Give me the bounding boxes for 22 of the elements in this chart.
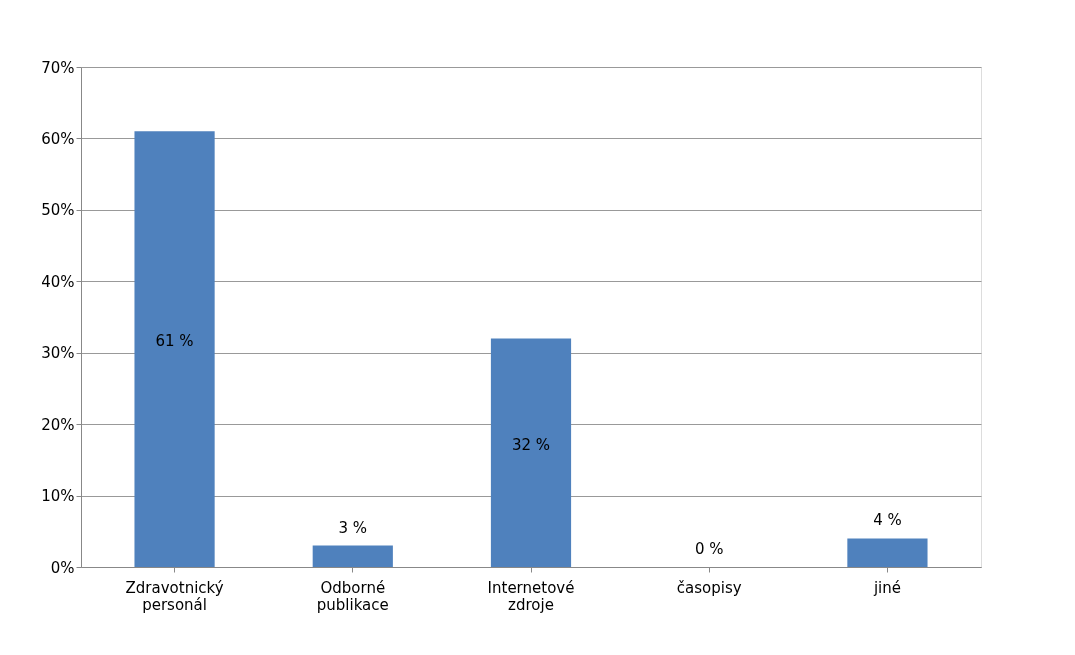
bar — [312, 545, 393, 567]
y-tick-label: 0% — [50, 558, 75, 577]
y-tick-label: 40% — [41, 272, 75, 291]
data-label: 61 % — [155, 332, 194, 351]
y-tick-label: 70% — [41, 58, 75, 77]
x-tick-label: jiné — [872, 578, 901, 597]
y-tick-label: 10% — [41, 487, 75, 506]
data-label: 4 % — [873, 511, 902, 530]
x-tick-label: Odborné publikace — [316, 578, 389, 614]
y-tick-label: 30% — [41, 344, 75, 363]
bar — [134, 131, 215, 567]
data-label: 0 % — [694, 540, 724, 558]
x-tick-label: Internetové zdroje — [487, 578, 575, 614]
y-tick-label: 60% — [41, 129, 75, 148]
bar — [847, 538, 928, 567]
data-label: 3 % — [338, 518, 368, 537]
x-tick-label: Zdravotnický personál — [125, 578, 224, 614]
x-tick-label: časopisy — [676, 578, 742, 597]
bar — [490, 338, 572, 567]
data-label: 32 % — [511, 435, 551, 454]
y-tick-label: 50% — [41, 201, 75, 220]
y-tick-label: 20% — [41, 415, 75, 434]
